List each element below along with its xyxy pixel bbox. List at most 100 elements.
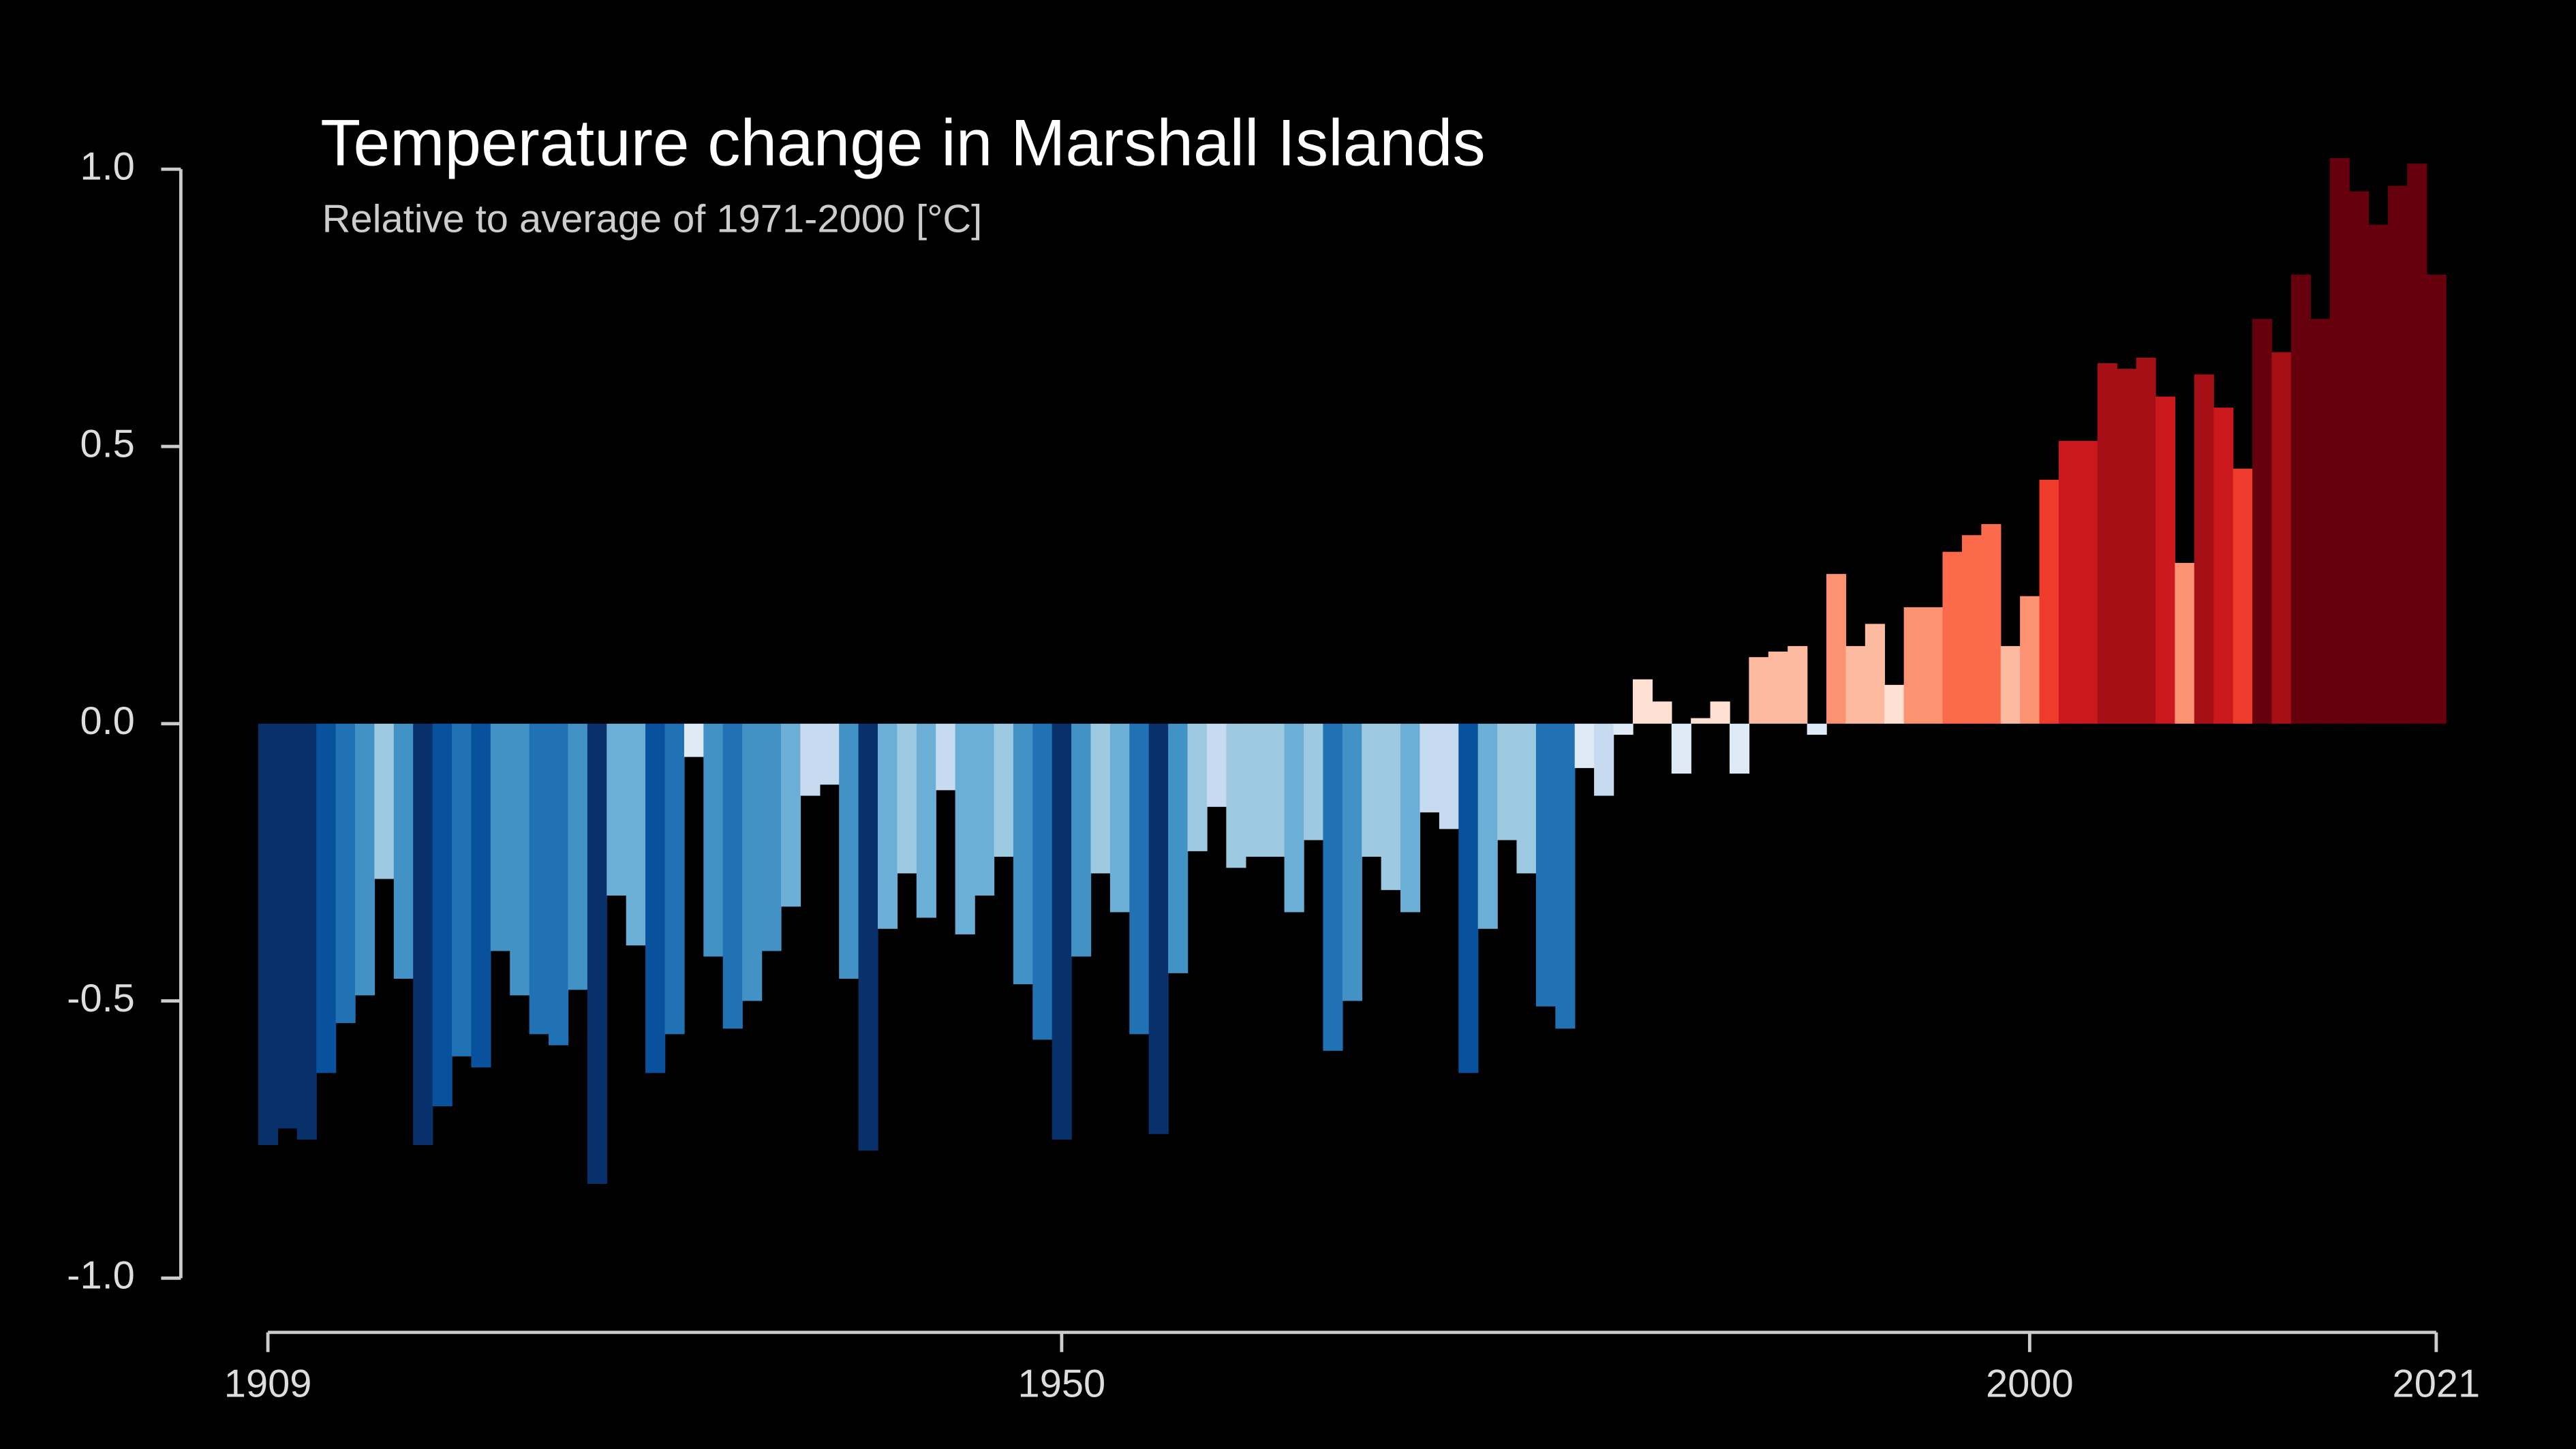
bar xyxy=(2117,369,2137,724)
chart-title: Temperature change in Marshall Islands xyxy=(320,106,1485,179)
bar xyxy=(1477,723,1498,929)
bar xyxy=(2407,164,2427,724)
bar xyxy=(1420,723,1440,812)
bar xyxy=(1013,723,1033,985)
bar xyxy=(490,723,510,951)
bar xyxy=(2194,374,2214,724)
bar xyxy=(1265,723,1285,857)
bar xyxy=(529,723,549,1035)
bar xyxy=(1381,723,1401,890)
bar xyxy=(1632,679,1653,724)
bar xyxy=(1400,723,1421,913)
bar xyxy=(1032,723,1053,1040)
bar xyxy=(1148,723,1169,1134)
bar xyxy=(1555,723,1576,1029)
bar xyxy=(2058,440,2079,724)
bar xyxy=(1439,723,1459,829)
bar xyxy=(432,723,453,1107)
bar xyxy=(1226,723,1246,868)
bar xyxy=(413,723,433,1146)
bar xyxy=(1826,574,1847,724)
x-tick-label: 2000 xyxy=(1986,1362,2074,1406)
bar xyxy=(1884,684,1905,724)
bar xyxy=(1961,535,1982,724)
bar xyxy=(1942,551,1963,724)
bar xyxy=(994,723,1014,857)
bar xyxy=(1245,723,1266,857)
bar xyxy=(1710,701,1730,724)
bar xyxy=(1129,723,1150,1035)
bar xyxy=(1458,723,1479,1073)
bar xyxy=(607,723,627,896)
bar xyxy=(1903,607,1924,724)
bar xyxy=(626,723,646,946)
bar xyxy=(2329,158,2350,724)
y-tick-label: -1.0 xyxy=(67,1254,135,1298)
bar xyxy=(1516,723,1537,874)
y-tick-label: 0.0 xyxy=(80,699,134,743)
bar xyxy=(1187,723,1208,851)
bar xyxy=(897,723,917,874)
bar xyxy=(2020,596,2040,724)
bar xyxy=(2136,357,2156,724)
bar xyxy=(587,723,607,1185)
bar xyxy=(510,723,530,996)
bar xyxy=(722,723,743,1029)
bar xyxy=(858,723,878,1151)
bar xyxy=(703,723,724,957)
bar xyxy=(1807,723,1827,735)
bar xyxy=(1303,723,1324,840)
bar xyxy=(916,723,936,918)
bar xyxy=(2310,318,2331,724)
chart-subtitle: Relative to average of 1971-2000 [°C] xyxy=(322,198,983,241)
bar xyxy=(839,723,859,979)
bar xyxy=(645,723,666,1073)
bar xyxy=(780,723,801,907)
bar xyxy=(2271,352,2292,724)
bar xyxy=(2078,440,2098,724)
bar xyxy=(2155,396,2176,724)
y-tick-label: -0.5 xyxy=(67,977,135,1020)
bar xyxy=(2213,408,2234,724)
bar xyxy=(1788,645,1808,724)
bar xyxy=(800,723,821,796)
bar xyxy=(1206,723,1227,807)
bar xyxy=(2252,318,2273,724)
bar xyxy=(316,723,337,1073)
bar xyxy=(374,723,395,879)
bar xyxy=(1865,624,1885,724)
x-tick-label: 1950 xyxy=(1018,1362,1106,1406)
bar xyxy=(1594,723,1614,796)
bar xyxy=(2000,645,2021,724)
bar xyxy=(1652,701,1672,724)
bar xyxy=(1729,723,1750,774)
bar xyxy=(2426,274,2447,724)
bar xyxy=(1535,723,1557,1007)
bar xyxy=(761,723,782,951)
bar xyxy=(1574,723,1595,768)
bar xyxy=(1071,723,1092,957)
bar xyxy=(2349,191,2370,724)
bar xyxy=(1691,718,1711,724)
bar xyxy=(1090,723,1111,874)
bar xyxy=(1284,723,1304,913)
x-tick-label: 1909 xyxy=(224,1362,312,1406)
bar xyxy=(664,723,685,1035)
bar xyxy=(742,723,763,1001)
bar xyxy=(277,723,298,1129)
bar xyxy=(1497,723,1518,840)
bar xyxy=(1749,657,1769,724)
bar xyxy=(975,723,995,896)
bar xyxy=(2039,479,2059,724)
bar xyxy=(2097,363,2117,724)
bar xyxy=(1923,607,1944,724)
bar xyxy=(684,723,705,757)
bar xyxy=(2368,224,2389,724)
bar xyxy=(393,723,414,979)
bar xyxy=(936,723,956,791)
bar xyxy=(1342,723,1362,1001)
bar xyxy=(568,723,588,990)
bar xyxy=(1362,723,1382,857)
bar xyxy=(258,723,279,1146)
